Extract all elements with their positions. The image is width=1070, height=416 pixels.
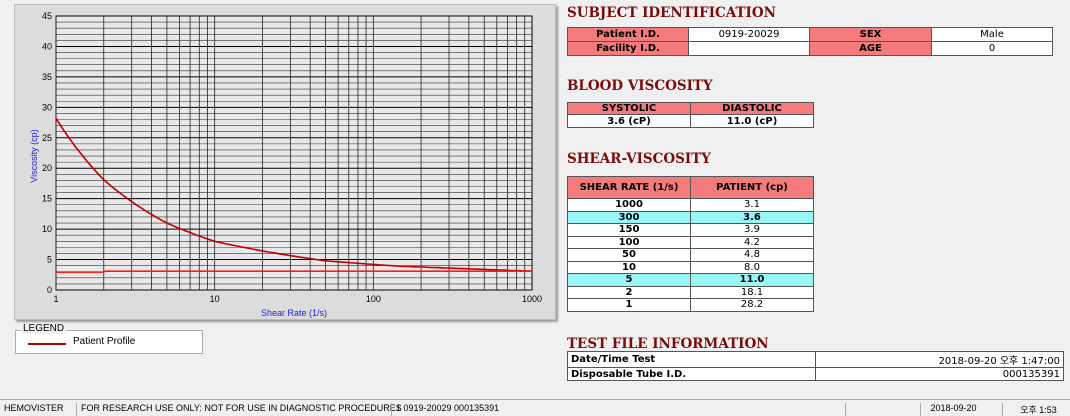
- patient-value-cell: 8.0: [690, 260, 814, 274]
- sex-value: Male: [931, 27, 1053, 42]
- y-tick-label: 40: [42, 41, 52, 51]
- data-point: [55, 117, 57, 120]
- legend: LEGEND Patient Profile: [15, 323, 203, 354]
- x-tick-label: 10: [210, 294, 220, 304]
- shear-rate-cell: 100: [567, 235, 691, 249]
- facility-id-label: Facility I.D.: [567, 41, 689, 56]
- data-point: [400, 265, 403, 268]
- blood-table: SYSTOLIC DIASTOLIC 3.6 (cP) 11.0 (cP): [567, 102, 814, 128]
- shear-row: 10 8.0: [567, 260, 814, 274]
- status-app: HEMOVISTER: [4, 403, 64, 413]
- subject-table: Patient I.D. 0919-20029 SEX Male Facility I…: [567, 27, 1053, 56]
- shear-rate-cell: 2: [567, 285, 691, 299]
- patient-value-cell: 3.6: [690, 210, 814, 224]
- shear-row: 2 18.1: [567, 285, 814, 299]
- tube-id-value: 000135391: [815, 367, 1064, 381]
- data-point: [372, 263, 375, 266]
- shear-rate-cell: 5: [567, 273, 691, 287]
- legend-label: Patient Profile: [73, 336, 136, 347]
- testfile-title: TEST FILE INFORMATION: [567, 336, 769, 352]
- shear-rate-cell: 1000: [567, 198, 691, 212]
- shear-table: SHEAR RATE (1/s) PATIENT (cp) 1000 3.1 300 3…: [567, 176, 814, 312]
- shear-row: 150 3.9: [567, 223, 814, 237]
- age-value: 0: [931, 41, 1053, 56]
- facility-id-value: [688, 41, 810, 56]
- blood-title: BLOOD VISCOSITY: [567, 78, 713, 94]
- series-line: [56, 270, 532, 274]
- y-tick-label: 15: [42, 194, 52, 204]
- diastolic-value: 11.0 (cP): [690, 114, 814, 128]
- shear-rate-cell: 50: [567, 248, 691, 262]
- patient-value-cell: 11.0: [690, 273, 814, 287]
- diastolic-label: DIASTOLIC: [690, 102, 814, 115]
- series-line: [55, 117, 533, 272]
- y-tick-label: 20: [42, 163, 52, 173]
- x-axis-label: Shear Rate (1/s): [261, 308, 327, 318]
- status-record: 1 0919-20029 000135391: [391, 403, 499, 416]
- patient-value-cell: 4.2: [690, 235, 814, 249]
- patient-value-cell: 3.1: [690, 198, 814, 212]
- viscosity-chart: 0 5 10 15 20 25 30 35 40 45 1 10 100 1000 Shear Rate (…: [29, 11, 542, 318]
- data-point: [166, 222, 168, 224]
- status-empty: [845, 403, 920, 416]
- shear-title: SHEAR-VISCOSITY: [567, 151, 711, 167]
- age-label: AGE: [809, 41, 932, 56]
- data-point: [102, 178, 105, 181]
- y-tick-label: 35: [42, 72, 52, 82]
- patient-id-label: Patient I.D.: [567, 27, 689, 42]
- subject-title: SUBJECT IDENTIFICATION: [567, 5, 776, 21]
- data-point: [324, 259, 327, 262]
- systolic-label: SYSTOLIC: [567, 102, 691, 115]
- patient-header: PATIENT (cp): [690, 176, 814, 199]
- status-time: 오후 1:53: [1002, 403, 1070, 416]
- y-tick-label: 0: [47, 285, 52, 295]
- patient-value-cell: 3.9: [690, 223, 814, 237]
- shear-row: 300 3.6: [567, 210, 814, 224]
- shear-rate-cell: 10: [567, 260, 691, 274]
- status-bar: HEMOVISTER FOR RESEARCH USE ONLY: NOT FO…: [0, 399, 1070, 416]
- status-date: 2018-09-20: [920, 403, 982, 416]
- y-tick-label: 30: [42, 102, 52, 112]
- testfile-table: Date/Time Test 2018-09-20 오후 1:47:00 Disp…: [567, 351, 1064, 381]
- x-tick-label: 1000: [522, 294, 542, 304]
- chart-panel: 0 5 10 15 20 25 30 35 40 45 1 10 100 1000 Shear Rate (…: [14, 4, 556, 320]
- tube-id-label: Disposable Tube I.D.: [567, 367, 816, 381]
- data-point: [448, 267, 450, 269]
- systolic-value: 3.6 (cP): [567, 114, 691, 128]
- plot-area: [55, 15, 533, 291]
- date-time-label: Date/Time Test: [567, 351, 816, 368]
- y-tick-label: 45: [42, 11, 52, 21]
- shear-rate-cell: 150: [567, 223, 691, 237]
- shear-row: 1000 3.1: [567, 198, 814, 212]
- sex-label: SEX: [809, 27, 932, 42]
- y-tick-label: 5: [47, 255, 52, 265]
- shear-rate-cell: 1: [567, 298, 691, 312]
- x-tick-label: 100: [366, 294, 381, 304]
- y-tick-label: 10: [42, 224, 52, 234]
- patient-value-cell: 28.2: [690, 298, 814, 312]
- status-notice: FOR RESEARCH USE ONLY: NOT FOR USE IN DI…: [76, 403, 402, 416]
- x-tick-label: 1: [53, 294, 58, 304]
- legend-line-swatch: [28, 343, 66, 345]
- patient-value-cell: 4.8: [690, 248, 814, 262]
- data-point: [213, 240, 216, 243]
- shear-rate-cell: 300: [567, 210, 691, 224]
- patient-value-cell: 18.1: [690, 285, 814, 299]
- date-time-value: 2018-09-20 오후 1:47:00: [815, 351, 1064, 368]
- shear-row: 50 4.8: [567, 248, 814, 262]
- patient-id-value: 0919-20029: [688, 27, 810, 42]
- shear-row: 100 4.2: [567, 235, 814, 249]
- shear-rate-header: SHEAR RATE (1/s): [567, 176, 691, 199]
- y-tick-label: 25: [42, 133, 52, 143]
- y-axis-label: Viscosity (cp): [29, 129, 39, 182]
- legend-title: LEGEND: [21, 323, 67, 334]
- shear-row: 1 28.2: [567, 298, 814, 312]
- shear-row: 5 11.0: [567, 273, 814, 287]
